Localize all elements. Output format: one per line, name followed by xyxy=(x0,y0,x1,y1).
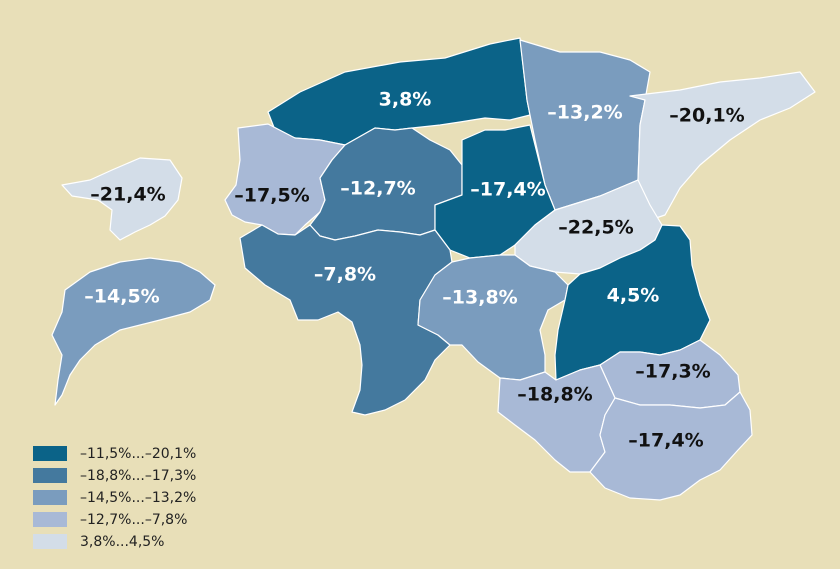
label-jarva: –17,4% xyxy=(470,179,545,201)
legend: –11,5%...–20,1% –18,8%...–17,3% –14,5%..… xyxy=(33,446,196,550)
region-voru xyxy=(589,391,753,501)
legend-label: –12,7%...–7,8% xyxy=(80,512,187,528)
label-laane: –17,5% xyxy=(234,185,309,207)
label-polva: –17,3% xyxy=(635,361,710,383)
label-laane-viru: –13,2% xyxy=(547,102,622,124)
label-viljandi: –13,8% xyxy=(442,287,517,309)
label-rapla: –12,7% xyxy=(340,178,415,200)
label-voru: –17,4% xyxy=(628,430,703,452)
legend-swatch xyxy=(33,512,67,527)
region-jarva xyxy=(434,124,556,259)
region-laane xyxy=(224,123,346,236)
label-harju: 3,8% xyxy=(379,89,432,111)
legend-swatch xyxy=(33,534,67,549)
legend-swatch xyxy=(33,490,67,505)
region-saare xyxy=(51,257,216,406)
legend-label: 3,8%...4,5% xyxy=(80,534,165,550)
label-saare: –14,5% xyxy=(84,286,159,308)
region-hiiu xyxy=(61,157,183,241)
region-viljandi xyxy=(417,254,569,381)
label-valga: –18,8% xyxy=(517,384,592,406)
legend-swatch xyxy=(33,446,67,461)
label-jogeva: –22,5% xyxy=(558,217,633,239)
legend-swatch xyxy=(33,468,67,483)
legend-label: –14,5%...–13,2% xyxy=(80,490,196,506)
label-hiiu: –21,4% xyxy=(90,184,165,206)
region-ida-viru xyxy=(629,71,816,221)
legend-label: –11,5%...–20,1% xyxy=(80,446,196,462)
label-parnu: –7,8% xyxy=(314,264,376,286)
label-tartu: 4,5% xyxy=(607,285,660,307)
legend-label: –18,8%...–17,3% xyxy=(80,468,196,484)
label-ida-viru: –20,1% xyxy=(669,105,744,127)
